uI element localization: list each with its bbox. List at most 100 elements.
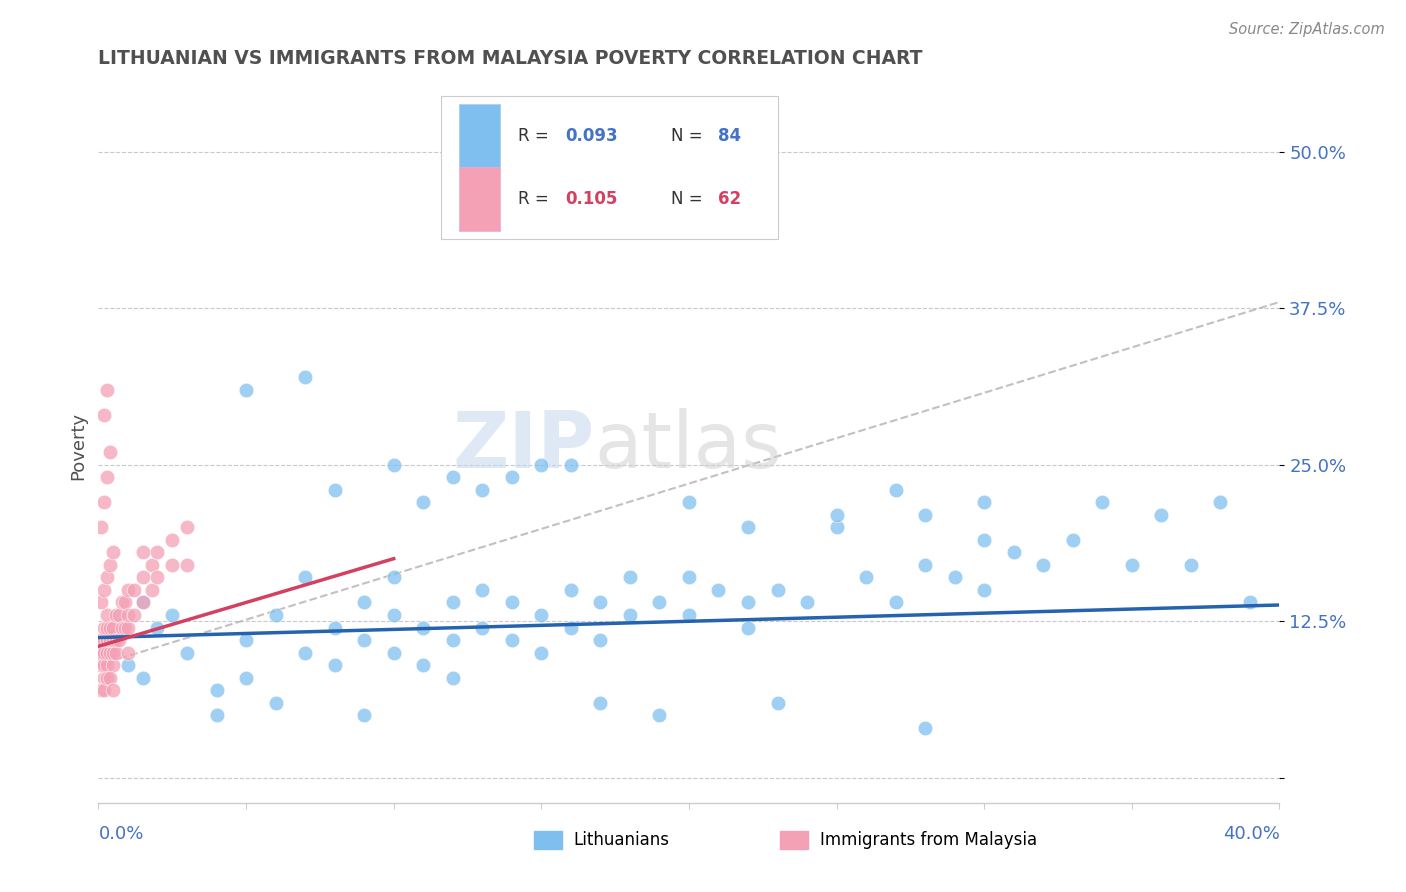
- Point: [412, 658, 434, 673]
- Point: [132, 595, 155, 609]
- Text: ZIP: ZIP: [453, 408, 595, 484]
- Point: [93, 495, 115, 509]
- Point: [648, 708, 671, 723]
- Point: [162, 558, 183, 572]
- Point: [114, 595, 136, 609]
- Point: [96, 646, 118, 660]
- Point: [93, 658, 115, 673]
- Point: [103, 545, 125, 559]
- Point: [162, 607, 183, 622]
- Point: [96, 570, 118, 584]
- Point: [96, 621, 118, 635]
- Point: [93, 408, 115, 422]
- Text: 0.105: 0.105: [565, 190, 617, 208]
- Point: [98, 445, 121, 459]
- Point: [235, 383, 257, 397]
- Y-axis label: Poverty: Poverty: [69, 412, 87, 480]
- Point: [235, 633, 257, 648]
- Point: [530, 646, 553, 660]
- Point: [105, 633, 128, 648]
- Point: [441, 633, 464, 648]
- Point: [294, 646, 316, 660]
- Point: [93, 683, 115, 698]
- Point: [501, 470, 523, 484]
- Point: [96, 658, 118, 673]
- Point: [412, 495, 434, 509]
- Point: [96, 470, 118, 484]
- Point: [103, 683, 125, 698]
- Point: [678, 495, 700, 509]
- Point: [530, 458, 553, 472]
- Text: 40.0%: 40.0%: [1223, 825, 1279, 843]
- Point: [1002, 545, 1025, 559]
- Point: [884, 483, 907, 497]
- Point: [471, 582, 494, 597]
- Point: [382, 570, 405, 584]
- Point: [96, 607, 118, 622]
- Point: [619, 607, 641, 622]
- Point: [1209, 495, 1232, 509]
- Text: N =: N =: [671, 128, 709, 145]
- Point: [96, 633, 118, 648]
- Point: [825, 520, 848, 534]
- Point: [353, 595, 375, 609]
- Point: [162, 533, 183, 547]
- Point: [796, 595, 818, 609]
- Text: atlas: atlas: [595, 408, 782, 484]
- Point: [93, 633, 115, 648]
- Text: Lithuanians: Lithuanians: [574, 831, 669, 849]
- Point: [737, 595, 759, 609]
- Point: [96, 383, 118, 397]
- Point: [353, 633, 375, 648]
- Point: [132, 545, 155, 559]
- Point: [1121, 558, 1143, 572]
- Point: [141, 558, 163, 572]
- Point: [382, 458, 405, 472]
- Point: [1062, 533, 1084, 547]
- Point: [294, 370, 316, 384]
- Point: [93, 646, 115, 660]
- Point: [205, 683, 228, 698]
- Point: [560, 458, 582, 472]
- Text: 0.093: 0.093: [565, 128, 617, 145]
- Point: [501, 633, 523, 648]
- Point: [105, 607, 128, 622]
- Point: [132, 570, 155, 584]
- Point: [412, 621, 434, 635]
- Point: [264, 607, 287, 622]
- Point: [105, 646, 128, 660]
- Point: [589, 633, 612, 648]
- Point: [117, 646, 139, 660]
- Point: [353, 708, 375, 723]
- Point: [737, 621, 759, 635]
- Point: [122, 607, 145, 622]
- Point: [943, 570, 966, 584]
- Point: [973, 582, 995, 597]
- Point: [111, 621, 134, 635]
- Point: [1032, 558, 1054, 572]
- Point: [98, 558, 121, 572]
- Point: [93, 621, 115, 635]
- FancyBboxPatch shape: [458, 104, 501, 169]
- Text: R =: R =: [517, 190, 554, 208]
- Point: [96, 671, 118, 685]
- Point: [98, 633, 121, 648]
- Point: [766, 696, 789, 710]
- Point: [146, 545, 169, 559]
- Point: [648, 595, 671, 609]
- Point: [323, 483, 346, 497]
- Point: [560, 582, 582, 597]
- Point: [471, 621, 494, 635]
- Point: [98, 646, 121, 660]
- Point: [117, 621, 139, 635]
- Point: [323, 658, 346, 673]
- Point: [678, 607, 700, 622]
- FancyBboxPatch shape: [441, 96, 778, 239]
- Point: [117, 607, 139, 622]
- Point: [973, 533, 995, 547]
- Point: [1180, 558, 1202, 572]
- Point: [90, 646, 112, 660]
- Text: R =: R =: [517, 128, 554, 145]
- FancyBboxPatch shape: [458, 167, 501, 231]
- Point: [1239, 595, 1261, 609]
